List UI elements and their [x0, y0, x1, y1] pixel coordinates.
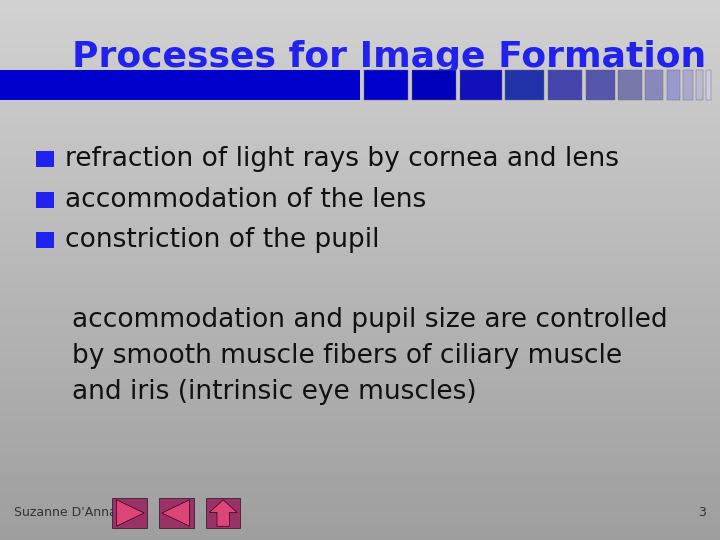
Bar [206, 498, 240, 528]
Bar [460, 70, 502, 100]
Bar [0, 70, 360, 100]
Bar [159, 498, 194, 528]
Bar [548, 70, 582, 100]
Text: refraction of light rays by cornea and lens: refraction of light rays by cornea and l… [65, 146, 618, 172]
Text: Processes for Image Formation: Processes for Image Formation [72, 40, 706, 73]
Text: accommodation and pupil size are controlled
by smooth muscle fibers of ciliary m: accommodation and pupil size are control… [72, 307, 667, 406]
Bar [645, 70, 663, 100]
Bar [706, 70, 711, 100]
Polygon shape [210, 500, 237, 526]
Bar [36, 232, 54, 248]
Text: accommodation of the lens: accommodation of the lens [65, 187, 426, 213]
Bar [364, 70, 408, 100]
Bar [696, 70, 703, 100]
Text: Suzanne D'Anna: Suzanne D'Anna [14, 507, 117, 519]
Bar [112, 498, 147, 528]
Polygon shape [117, 500, 144, 526]
Text: constriction of the pupil: constriction of the pupil [65, 227, 379, 253]
Bar [36, 192, 54, 208]
Bar [586, 70, 615, 100]
Bar [667, 70, 680, 100]
Bar [618, 70, 642, 100]
Bar [36, 151, 54, 167]
Polygon shape [162, 500, 189, 526]
Bar [683, 70, 693, 100]
Bar [505, 70, 544, 100]
Text: 3: 3 [698, 507, 706, 519]
Bar [412, 70, 456, 100]
